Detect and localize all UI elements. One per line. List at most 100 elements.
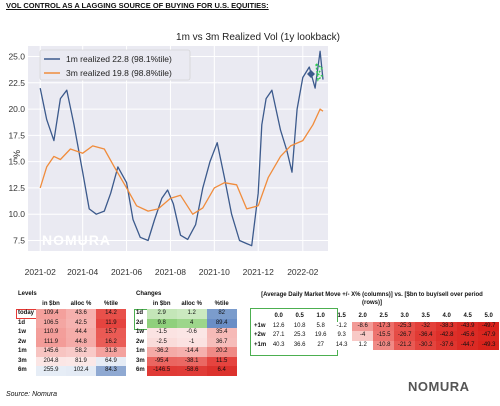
market-move-column-header: 1.0 bbox=[316, 313, 325, 319]
changes-cell: 89.4 bbox=[206, 318, 237, 328]
levels-cell: 109.4 bbox=[36, 309, 67, 319]
changes-cell: -2.5 bbox=[146, 337, 177, 347]
levels-cell: 15.7 bbox=[96, 328, 127, 338]
end-marker bbox=[307, 62, 324, 82]
changes-column-header: in $bn bbox=[152, 300, 171, 307]
changes-row-label: 1w bbox=[136, 329, 145, 335]
changes-cell: 6.4 bbox=[206, 366, 237, 376]
levels-column-header: in $bn bbox=[42, 300, 60, 307]
market-move-cell: -47.9 bbox=[478, 331, 500, 341]
market-move-column-header: 4.0 bbox=[442, 313, 451, 319]
legend: 1m realized 22.8 (98.1%tile) 3m realized… bbox=[39, 49, 191, 81]
levels-cell: 111.9 bbox=[36, 337, 67, 347]
changes-header-blank bbox=[134, 300, 147, 310]
changes-cell: 20.2 bbox=[206, 347, 237, 357]
levels-row: 1w 110.9 44.4 15.7 bbox=[16, 328, 127, 338]
market-move-cell: -44.7 bbox=[457, 340, 479, 350]
levels-row-label: 1m bbox=[18, 348, 27, 354]
market-move-cell: -30.2 bbox=[415, 340, 437, 350]
changes-cell: -36.2 bbox=[146, 347, 177, 357]
market-move-cell: 19.6 bbox=[310, 331, 332, 341]
levels-row: 2w 111.9 44.8 16.2 bbox=[16, 337, 127, 347]
levels-row: 3m 204.8 81.9 64.9 bbox=[16, 356, 127, 366]
market-move-cell: -26.7 bbox=[394, 331, 416, 341]
market-move-column-header: 0.5 bbox=[295, 313, 304, 319]
y-tick-label: 10.0 bbox=[8, 209, 25, 219]
levels-cell: 255.9 bbox=[36, 366, 67, 376]
levels-cell: 44.8 bbox=[66, 337, 97, 347]
levels-row-label: 6m bbox=[18, 367, 27, 373]
changes-cell: 9.8 bbox=[146, 318, 177, 328]
changes-row: 3m -95.4 -38.1 11.5 bbox=[134, 356, 237, 366]
market-move-row: +2w 27.1 25.3 19.6 9.3 -4 -15.5 -26.7 -36.4 -42.8… bbox=[252, 331, 500, 341]
levels-cell: 204.8 bbox=[36, 356, 67, 366]
changes-row: 1w -1.5 -0.6 35.4 bbox=[134, 328, 237, 338]
levels-cell: 42.5 bbox=[66, 318, 97, 328]
levels-cell: 58.2 bbox=[66, 347, 97, 357]
headline: VOL CONTROL AS A LAGGING SOURCE OF BUYIN… bbox=[6, 1, 269, 10]
levels-cell: 102.4 bbox=[66, 366, 97, 376]
market-move-cell: 14.3 bbox=[331, 340, 353, 350]
y-ticks: 7.5 10.0 12.5 15.0 17.5 20.0 22.5 25.0 bbox=[8, 52, 25, 246]
changes-cell: 2.9 bbox=[146, 309, 177, 319]
series bbox=[39, 50, 324, 247]
levels-cell: 11.9 bbox=[96, 318, 127, 328]
changes-cell: 4 bbox=[176, 318, 207, 328]
changes-row: 6m -146.5 -58.6 6.4 bbox=[134, 366, 237, 376]
market-move-cell: -8.6 bbox=[352, 321, 374, 331]
market-move-cell: -21.2 bbox=[394, 340, 416, 350]
changes-cell: -0.6 bbox=[176, 328, 207, 338]
market-move-cell: -1.2 bbox=[331, 321, 353, 331]
market-move-cell: -45.6 bbox=[457, 331, 479, 341]
levels-cell: 16.2 bbox=[96, 337, 127, 347]
x-tick-label: 2022-02 bbox=[287, 267, 318, 276]
market-move-cell: -25.3 bbox=[394, 321, 416, 331]
market-move-cell: -4 bbox=[352, 331, 374, 341]
market-move-table: 0.0 0.5 1.0 1.5 2.0 2.5 3.0 3.5 4.0 4.5 5.0 +1w 12.6… bbox=[252, 312, 500, 350]
chart-title: 1m vs 3m Realized Vol (1y lookback) bbox=[176, 32, 340, 43]
vol-chart: 1m vs 3m Realized Vol (1y lookback) 7.5 1… bbox=[8, 32, 340, 276]
market-move-cell: 27.1 bbox=[268, 331, 290, 341]
levels-column-header: alloc % bbox=[70, 300, 92, 307]
market-move-row-label: +1w bbox=[254, 322, 266, 329]
levels-row: today 109.4 43.6 14.2 bbox=[16, 309, 127, 319]
y-tick-label: 12.5 bbox=[8, 183, 25, 193]
market-move-cell: -15.5 bbox=[373, 331, 395, 341]
levels-header-blank bbox=[16, 300, 36, 310]
levels-row-label: today bbox=[18, 310, 35, 316]
series-line-1m bbox=[39, 50, 324, 247]
market-move-cell: -37.6 bbox=[436, 340, 458, 350]
changes-row-label: 1m bbox=[136, 348, 145, 354]
changes-cell: 36.7 bbox=[206, 337, 237, 347]
changes-row: 1d 2.9 1.2 82 bbox=[134, 309, 237, 319]
changes-cell: -58.6 bbox=[176, 366, 207, 376]
changes-row: 2d 9.8 4 89.4 bbox=[134, 318, 237, 328]
market-move-column-header: 5.0 bbox=[484, 313, 493, 319]
market-move-column-header: 1.5 bbox=[337, 313, 346, 319]
levels-row-label: 2w bbox=[18, 338, 27, 345]
market-move-column-header: 3.0 bbox=[400, 313, 409, 319]
market-move-cell: 12.6 bbox=[268, 321, 290, 331]
changes-cell: 82 bbox=[206, 309, 237, 319]
levels-cell: 81.9 bbox=[66, 356, 97, 366]
market-move-cell: -10.8 bbox=[373, 340, 395, 350]
legend-label-1m: 1m realized 22.8 (98.1%tile) bbox=[66, 54, 172, 64]
levels-column-header: %tile bbox=[104, 300, 119, 307]
y-tick-label: 15.0 bbox=[8, 157, 25, 167]
market-move-cell: -36.4 bbox=[415, 331, 437, 341]
changes-cell: -146.5 bbox=[146, 366, 177, 376]
market-move-column-header: 3.5 bbox=[421, 313, 430, 319]
market-move-row: +1w 12.6 10.8 5.8 -1.2 -8.6 -17.3 -25.3 -32 -38.3… bbox=[252, 321, 500, 331]
diamond-marker-icon bbox=[307, 70, 315, 78]
market-move-row-label: +2w bbox=[254, 332, 266, 338]
changes-cell: -14.4 bbox=[176, 347, 207, 357]
market-move-cell: -49.7 bbox=[478, 321, 500, 331]
levels-cell: 31.8 bbox=[96, 347, 127, 357]
levels-cell: 84.3 bbox=[96, 366, 127, 376]
market-move-row-label: +1m bbox=[254, 341, 267, 348]
changes-cell: 11.5 bbox=[206, 356, 237, 366]
changes-row-label: 6m bbox=[136, 367, 145, 373]
changes-row-label: 2w bbox=[136, 338, 145, 345]
y-axis-label: % bbox=[12, 150, 22, 158]
market-move-header-row: 0.0 0.5 1.0 1.5 2.0 2.5 3.0 3.5 4.0 4.5 5.0 bbox=[252, 312, 499, 322]
